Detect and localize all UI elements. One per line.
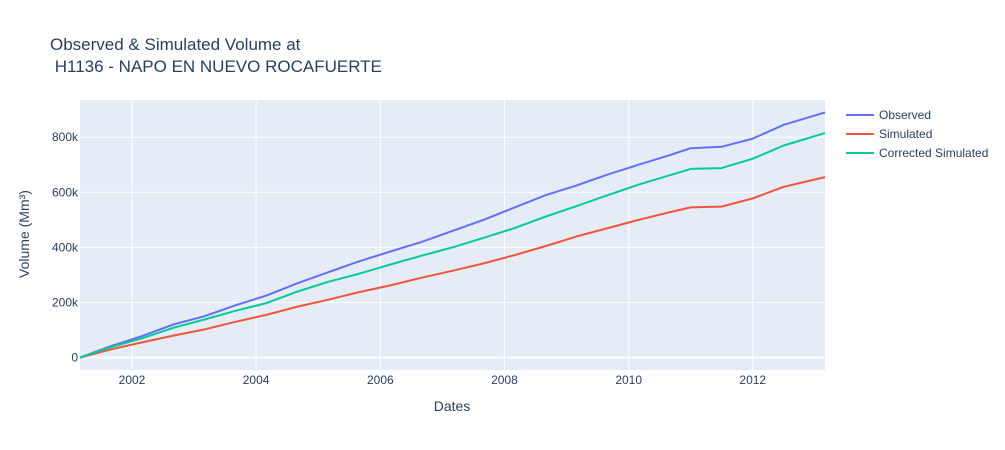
x-tick-label: 2006 [367, 373, 394, 387]
legend-label: Simulated [879, 127, 932, 141]
y-tick-label: 0 [71, 351, 78, 365]
x-axis-title: Dates [434, 398, 471, 414]
legend-item-observed[interactable]: Observed [846, 108, 931, 122]
legend-label: Corrected Simulated [879, 146, 988, 160]
y-tick-label: 400k [52, 240, 79, 254]
y-tick-label: 200k [52, 296, 79, 310]
chart-title-line1: Observed & Simulated Volume at [50, 35, 301, 54]
series-line-observed[interactable] [79, 111, 826, 359]
x-tick-label: 2004 [243, 373, 270, 387]
legend-item-simulated[interactable]: Simulated [846, 127, 932, 141]
y-tick-label: 800k [52, 130, 79, 144]
chart-title-line2: H1136 - NAPO EN NUEVO ROCAFUERTE [50, 57, 382, 76]
x-tick-label: 2010 [615, 373, 642, 387]
legend-label: Observed [879, 108, 931, 122]
y-axis-title: Volume (Mm³) [16, 190, 32, 278]
x-tick-label: 2012 [739, 373, 766, 387]
plot-area [80, 100, 825, 370]
series-lines [79, 111, 826, 359]
series-line-corrected-simulated[interactable] [79, 132, 826, 359]
axis-ticks: 2002 2004 2006 2008 2010 2012 0 200k 400k 600k 800… [52, 130, 766, 387]
series-line-simulated[interactable] [79, 176, 826, 359]
y-tick-label: 600k [52, 185, 79, 199]
x-tick-label: 2002 [119, 373, 146, 387]
legend[interactable]: Observed Simulated Corrected Simulated [846, 108, 988, 160]
legend-item-corrected-simulated[interactable]: Corrected Simulated [846, 146, 988, 160]
x-tick-label: 2008 [491, 373, 518, 387]
